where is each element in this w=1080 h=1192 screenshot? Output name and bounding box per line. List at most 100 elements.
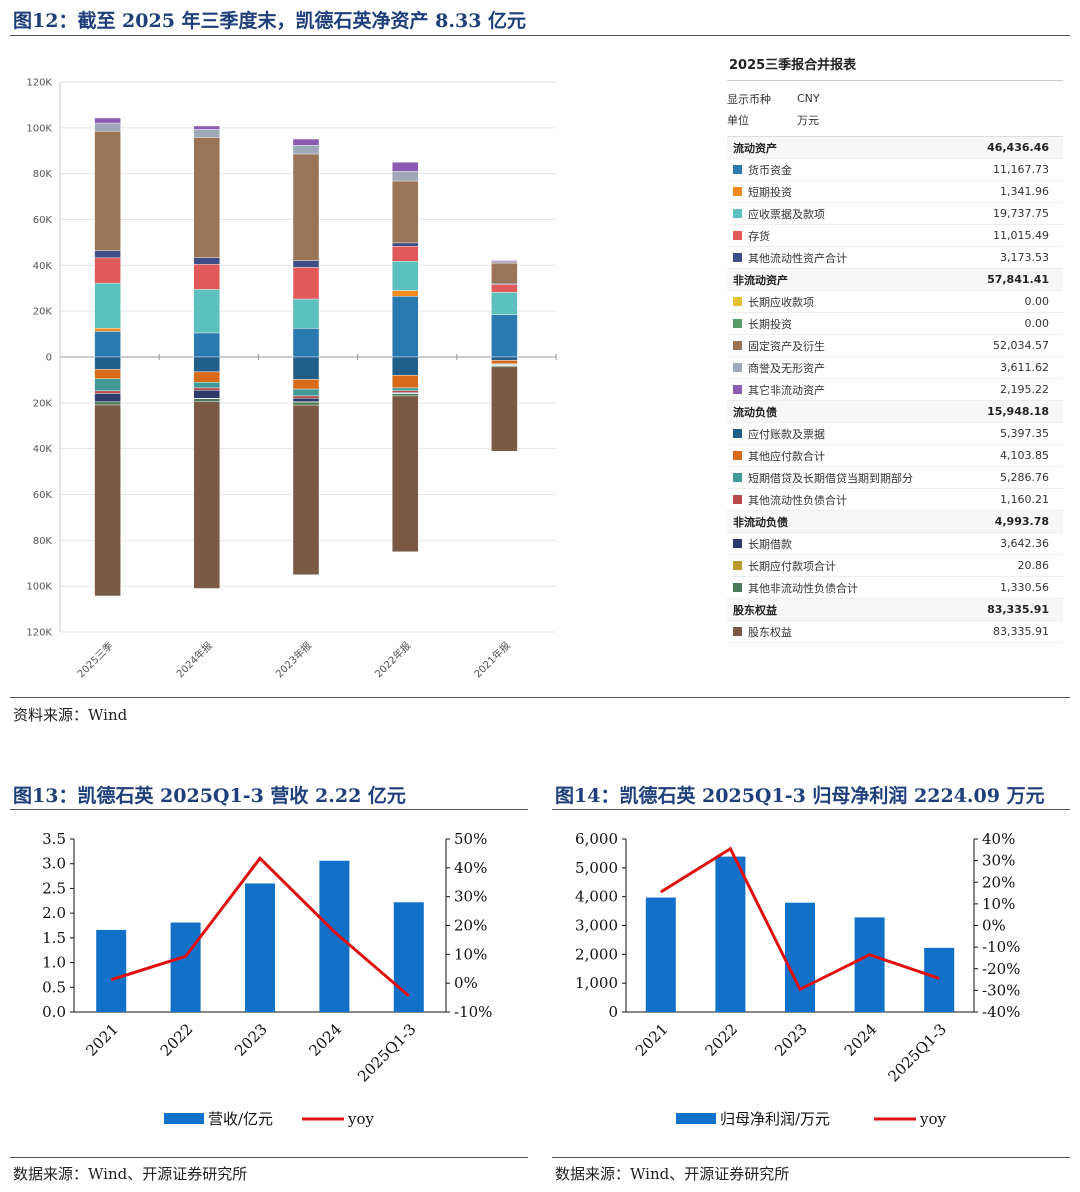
fig14-source: 数据来源：Wind、开源证券研究所 bbox=[555, 1165, 790, 1183]
legend-swatch bbox=[733, 363, 742, 372]
row-label: 长期应收款项 bbox=[733, 294, 1025, 310]
bar-segment bbox=[392, 261, 419, 291]
table-row: 存货 11,015.49 bbox=[727, 225, 1063, 247]
left-tick-label: 0.0 bbox=[42, 1003, 66, 1021]
bar-segment bbox=[193, 371, 221, 383]
right-tick-label: 30% bbox=[982, 852, 1015, 870]
left-tick-label: 3.0 bbox=[42, 855, 66, 873]
fig13-title: 图13：凯德石英 2025Q1-3 营收 2.22 亿元 bbox=[13, 785, 406, 807]
row-value: 3,642.36 bbox=[1000, 537, 1049, 550]
right-tick-label: 0% bbox=[454, 974, 478, 992]
right-tick-label: -30% bbox=[982, 981, 1020, 999]
row-value: 11,015.49 bbox=[993, 229, 1049, 242]
bar-segment bbox=[94, 122, 121, 132]
left-tick-label: 5,000 bbox=[575, 859, 618, 877]
right-tick-label: 30% bbox=[454, 888, 487, 906]
x-tick-label: 2023 bbox=[771, 1020, 811, 1060]
bar-segment bbox=[491, 356, 518, 361]
bar-segment bbox=[193, 356, 221, 373]
y-tick-label: 40K bbox=[33, 444, 53, 455]
row-label: 短期借贷及长期借贷当期到期部分 bbox=[733, 470, 1000, 486]
x-tick-label: 2021 bbox=[82, 1020, 122, 1060]
bar-segment bbox=[392, 242, 419, 247]
bar-segment bbox=[193, 137, 221, 258]
right-tick-label: -40% bbox=[982, 1003, 1020, 1021]
currency-label: 显示币种 bbox=[727, 92, 771, 106]
left-tick-label: 2,000 bbox=[575, 945, 618, 963]
row-value: 19,737.75 bbox=[993, 207, 1049, 220]
bar-segment bbox=[193, 382, 221, 389]
bar-segment bbox=[392, 180, 419, 244]
bar-segment bbox=[94, 378, 121, 392]
right-tick-label: 0% bbox=[982, 917, 1006, 935]
bar-segment bbox=[94, 390, 121, 394]
yoy-line bbox=[110, 856, 410, 997]
revenue-chart: 0.0 0.5 1.0 1.5 2.0 2.5 3.0 3.5 -10% 0% 10% 20% 30% 4… bbox=[42, 830, 492, 1128]
bar-segment bbox=[292, 404, 320, 575]
x-tick-label: 2022 bbox=[701, 1020, 741, 1060]
left-tick-label: 6,000 bbox=[575, 830, 618, 848]
x-tick-label: 2023年报 bbox=[273, 639, 314, 680]
row-label-text: 货币资金 bbox=[748, 163, 792, 177]
x-tick-label: 2024年报 bbox=[174, 639, 215, 680]
bar bbox=[645, 897, 676, 1012]
fig13-title-rule bbox=[10, 809, 528, 810]
table-section-row: 股东权益 83,335.91 bbox=[727, 599, 1063, 621]
left-tick-label: 2.5 bbox=[42, 879, 66, 897]
table-section-row: 非流动资产 57,841.41 bbox=[727, 269, 1063, 291]
row-label: 应收票据及款项 bbox=[733, 206, 993, 222]
balance-sheet-chart: 120K 100K 80K 60K 40K 20K 0 20K 40K 60K 80K 100K 120… bbox=[26, 78, 557, 680]
y-tick-label: 100K bbox=[26, 123, 52, 134]
bar-segment bbox=[491, 261, 518, 264]
bar-segment bbox=[94, 369, 121, 379]
row-label: 股东权益 bbox=[733, 602, 987, 618]
table-row: 其它非流动资产 2,195.22 bbox=[727, 379, 1063, 401]
row-value: 1,330.56 bbox=[1000, 581, 1049, 594]
bar-segment bbox=[193, 332, 221, 358]
row-label: 长期应付款项合计 bbox=[733, 558, 1018, 574]
row-value: 15,948.18 bbox=[987, 405, 1049, 418]
row-value: 83,335.91 bbox=[987, 603, 1049, 616]
bar bbox=[715, 856, 746, 1012]
row-label: 其它非流动资产 bbox=[733, 382, 1000, 398]
row-label: 商誉及无形资产 bbox=[733, 360, 1000, 376]
bar-segment bbox=[392, 387, 419, 391]
bar-segment bbox=[392, 395, 419, 552]
row-value: 0.00 bbox=[1024, 295, 1050, 308]
legend-swatch bbox=[733, 495, 742, 504]
legend-swatch bbox=[733, 165, 742, 174]
fig12-title-rule bbox=[10, 35, 1070, 36]
bar-segment bbox=[292, 145, 320, 155]
row-value: 3,173.53 bbox=[1000, 251, 1049, 264]
y-tick-label: 20K bbox=[33, 398, 53, 409]
table-row: 短期投资 1,341.96 bbox=[727, 181, 1063, 203]
right-tick-label: -20% bbox=[982, 960, 1020, 978]
bar-segment bbox=[292, 401, 320, 406]
row-label-text: 其他流动性资产合计 bbox=[748, 251, 847, 265]
y-tick-label: 120K bbox=[26, 78, 52, 89]
right-tick-label: 10% bbox=[454, 945, 487, 963]
legend-swatch bbox=[733, 385, 742, 394]
row-value: 2,195.22 bbox=[1000, 383, 1049, 396]
row-value: 52,034.57 bbox=[993, 339, 1049, 352]
legend-swatch bbox=[733, 561, 742, 570]
bar-segment bbox=[193, 289, 221, 334]
bar-segment bbox=[193, 125, 221, 130]
row-label-text: 应付账款及票据 bbox=[748, 427, 825, 441]
bar-segment bbox=[392, 162, 419, 172]
x-tick-label: 2022年报 bbox=[372, 639, 413, 680]
bar-segment bbox=[292, 398, 320, 402]
bar-segment bbox=[491, 314, 518, 358]
bar-segment bbox=[292, 267, 320, 300]
table-row: 长期借款 3,642.36 bbox=[727, 533, 1063, 555]
row-label: 应付账款及票据 bbox=[733, 426, 1000, 442]
row-value: 4,103.85 bbox=[1000, 449, 1049, 462]
table-row: 其他流动性资产合计 3,173.53 bbox=[727, 247, 1063, 269]
table-row: 长期应收款项 0.00 bbox=[727, 291, 1063, 313]
right-tick-label: 40% bbox=[454, 859, 487, 877]
legend-swatch bbox=[733, 187, 742, 196]
bar-segment bbox=[292, 298, 320, 329]
row-label-text: 非流动负债 bbox=[733, 515, 788, 529]
table-row: 应付账款及票据 5,397.35 bbox=[727, 423, 1063, 445]
right-tick-label: -10% bbox=[454, 1003, 492, 1021]
